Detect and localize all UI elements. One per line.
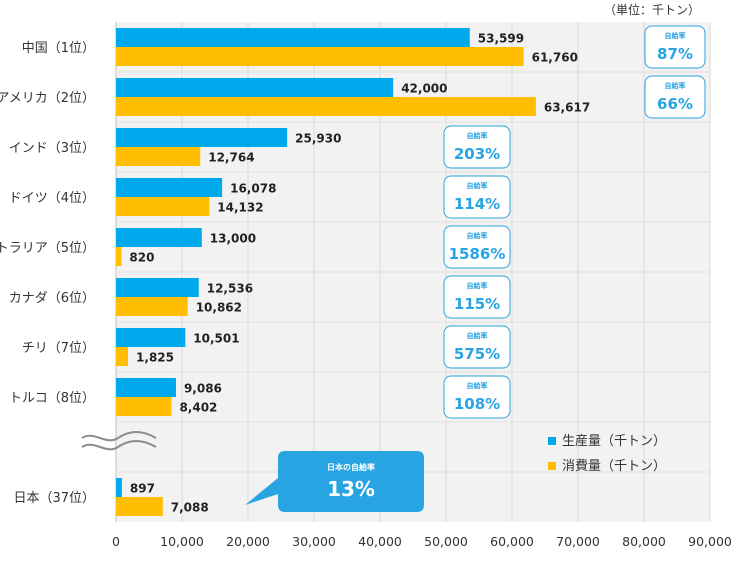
- badge-value-3: 114%: [454, 195, 500, 213]
- unit-label: （単位：千トン）: [604, 2, 700, 17]
- badge-caption-2: 自給率: [467, 131, 488, 140]
- x-tick-labels: 0 10,000 20,000 30,000 40,000 50,000 60,000 70,…: [112, 534, 732, 549]
- legend: 生産量（千トン） 消費量（千トン）: [548, 433, 666, 474]
- x-tick-label-8: 80,000: [622, 534, 666, 549]
- badge-caption-5: 自給率: [467, 281, 488, 290]
- badge-value-5: 115%: [454, 295, 500, 313]
- badge-caption-4: 自給率: [467, 231, 488, 240]
- legend-label-production: 生産量（千トン）: [562, 433, 666, 449]
- value-label-s0-0: 53,599: [478, 32, 524, 46]
- x-tick-label-9: 90,000: [688, 534, 732, 549]
- bar-s0-6: [116, 328, 186, 347]
- value-label-s0-1: 42,000: [401, 82, 447, 96]
- badge-caption-0: 自給率: [665, 31, 686, 40]
- category-label-2: インド（3位）: [9, 141, 95, 156]
- bar-s1-3: [116, 197, 210, 216]
- badge-value-7: 108%: [454, 395, 500, 413]
- bar-s0-0: [116, 28, 470, 47]
- bar-s1-7: [116, 397, 172, 416]
- value-label-s1-3: 14,132: [217, 201, 263, 215]
- bar-s0-3: [116, 178, 223, 197]
- legend-label-consumption: 消費量（千トン）: [562, 459, 666, 474]
- value-label-s0-7: 9,086: [184, 382, 222, 396]
- value-labels: 53,599 61,760 42,000 63,617 25,930 12,764 16,0…: [129, 32, 590, 515]
- badge-value-6: 575%: [454, 345, 500, 363]
- bar-s1-1: [116, 97, 536, 116]
- x-tick-label-6: 60,000: [490, 534, 534, 549]
- value-label-s1-2: 12,764: [208, 151, 254, 165]
- badge-box-2: [443, 125, 511, 169]
- bar-s0-4: [116, 228, 202, 247]
- badge-box-4: [443, 225, 511, 269]
- badge-value-2: 203%: [454, 145, 500, 163]
- japan-callout-value: 13%: [327, 477, 375, 501]
- bar-s1-4: [116, 247, 122, 266]
- badge-box-0: [644, 25, 706, 69]
- x-tick-label-1: 10,000: [160, 534, 204, 549]
- value-label-s0-3: 16,078: [230, 182, 276, 196]
- badge-caption-6: 自給率: [467, 331, 488, 340]
- bar-s0-2: [116, 128, 288, 147]
- x-tick-label-0: 0: [112, 534, 120, 549]
- japan-callout: 日本の自給率 13%: [245, 451, 424, 512]
- value-label-s1-7: 8,402: [179, 401, 217, 415]
- x-tick-label-4: 40,000: [358, 534, 402, 549]
- badge-box-5: [443, 275, 511, 319]
- category-label-8: 日本（37位）: [13, 491, 95, 506]
- badge-box-3: [443, 175, 511, 219]
- value-label-s0-2: 25,930: [295, 132, 341, 146]
- badge-value-0: 87%: [657, 45, 693, 63]
- category-label-5: カナダ（6位）: [9, 291, 95, 306]
- bar-s1-0: [116, 47, 524, 66]
- category-label-6: チリ（7位）: [22, 341, 95, 356]
- bar-s1-2: [116, 147, 201, 166]
- category-label-3: ドイツ（4位）: [9, 191, 95, 206]
- x-tick-label-3: 30,000: [292, 534, 336, 549]
- value-label-s1-6: 1,825: [136, 351, 174, 365]
- axis-break-icon: [81, 431, 157, 451]
- legend-swatch-production: [548, 437, 556, 445]
- badge-caption-1: 自給率: [665, 81, 686, 90]
- bar-s1-5: [116, 297, 188, 316]
- category-label-4: オーストラリア（5位）: [0, 241, 95, 256]
- value-label-s0-5: 12,536: [207, 282, 253, 296]
- badge-value-1: 66%: [657, 95, 693, 113]
- self-sufficiency-badges: 自給率 87% 自給率 66% 自給率 203% 自給率 114% 自給率 1586% 自給率 115…: [443, 25, 706, 419]
- bars: [116, 28, 536, 516]
- x-tick-label-5: 50,000: [424, 534, 468, 549]
- category-label-1: アメリカ（2位）: [0, 91, 95, 106]
- category-label-7: トルコ（8位）: [9, 391, 95, 406]
- badge-box-6: [443, 325, 511, 369]
- bar-s1-8: [116, 497, 163, 516]
- value-label-s1-0: 61,760: [532, 51, 578, 65]
- bar-s0-5: [116, 278, 199, 297]
- value-label-s0-4: 13,000: [210, 232, 256, 246]
- badge-box-1: [644, 75, 706, 119]
- badge-value-4: 1586%: [449, 245, 506, 263]
- badge-caption-7: 自給率: [467, 381, 488, 390]
- category-labels: 中国（1位） アメリカ（2位） インド（3位） ドイツ（4位） オーストラリア（5位） カ…: [0, 41, 95, 506]
- value-label-s1-8: 7,088: [171, 501, 209, 515]
- x-tick-label-7: 70,000: [556, 534, 600, 549]
- bar-s1-6: [116, 347, 129, 366]
- badge-caption-3: 自給率: [467, 181, 488, 190]
- bar-s0-1: [116, 78, 394, 97]
- x-tick-label-2: 20,000: [226, 534, 270, 549]
- value-label-s1-5: 10,862: [196, 301, 242, 315]
- value-label-s1-4: 820: [129, 251, 154, 265]
- value-label-s1-1: 63,617: [544, 101, 590, 115]
- legend-swatch-consumption: [548, 462, 556, 470]
- badge-box-7: [443, 375, 511, 419]
- bar-s0-7: [116, 378, 176, 397]
- category-label-0: 中国（1位）: [22, 41, 95, 56]
- value-label-s0-6: 10,501: [193, 332, 239, 346]
- japan-callout-caption: 日本の自給率: [327, 462, 375, 472]
- value-label-s0-8: 897: [130, 482, 155, 496]
- japan-callout-bubble: [245, 451, 424, 512]
- bar-s0-8: [116, 478, 122, 497]
